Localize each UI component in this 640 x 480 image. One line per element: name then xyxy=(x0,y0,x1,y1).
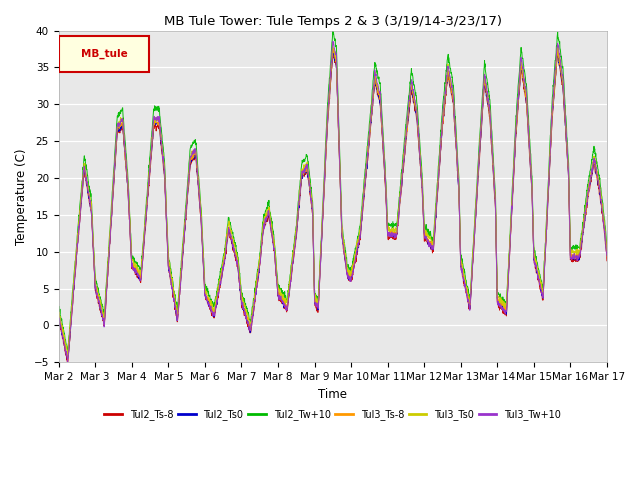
FancyBboxPatch shape xyxy=(59,36,149,72)
Text: MB_tule: MB_tule xyxy=(81,48,127,59)
X-axis label: Time: Time xyxy=(318,388,348,401)
Title: MB Tule Tower: Tule Temps 2 & 3 (3/19/14-3/23/17): MB Tule Tower: Tule Temps 2 & 3 (3/19/14… xyxy=(164,15,502,28)
Y-axis label: Temperature (C): Temperature (C) xyxy=(15,148,28,245)
Legend: Tul2_Ts-8, Tul2_Ts0, Tul2_Tw+10, Tul3_Ts-8, Tul3_Ts0, Tul3_Tw+10: Tul2_Ts-8, Tul2_Ts0, Tul2_Tw+10, Tul3_Ts… xyxy=(100,405,565,424)
